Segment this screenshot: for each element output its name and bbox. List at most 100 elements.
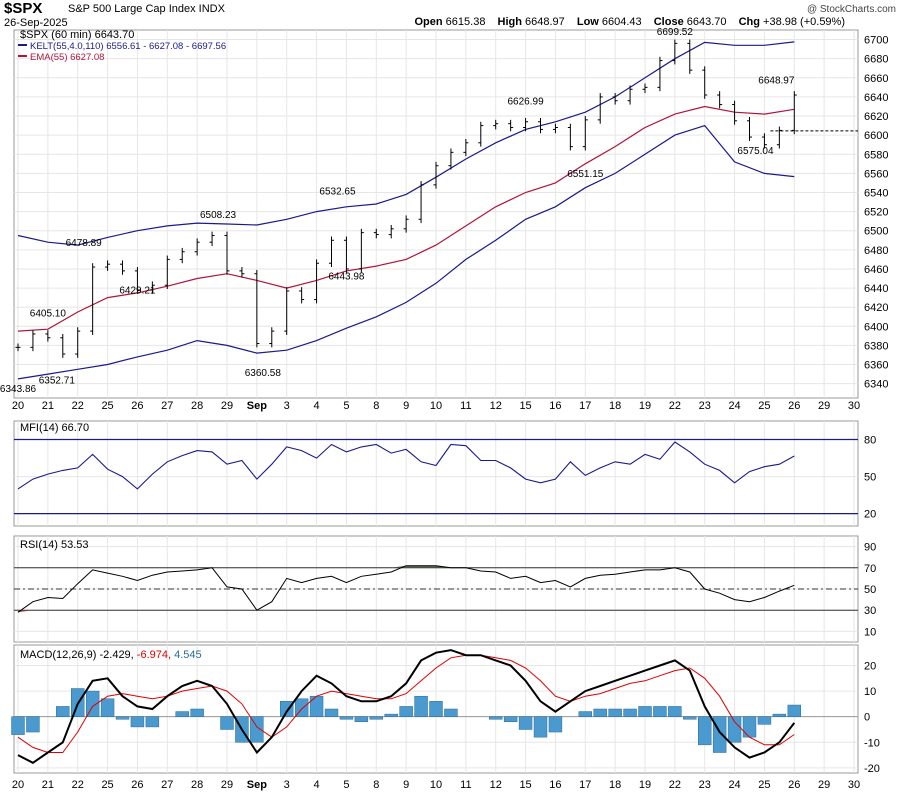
macd-histogram-bar <box>190 708 204 717</box>
macd-histogram-bar <box>518 716 533 730</box>
price-y-tick-label: 6460 <box>864 264 888 276</box>
macd-histogram-bar <box>503 716 518 723</box>
rsi-y-tick-label: 50 <box>864 584 876 596</box>
price-y-tick-label: 6480 <box>864 245 888 257</box>
x-tick-label: 20 <box>12 400 24 412</box>
x-tick-label: 23 <box>699 400 711 412</box>
price-y-tick-label: 6640 <box>864 92 888 104</box>
x-tick-label: 3 <box>284 400 290 412</box>
macd-histogram-bar <box>85 690 100 717</box>
x-tick-label: 23 <box>699 779 711 791</box>
x-tick-label: 25 <box>758 779 770 791</box>
price-y-tick-label: 6500 <box>864 226 888 238</box>
macd-histogram-bar <box>56 706 70 717</box>
high-value: 6648.97 <box>525 16 565 28</box>
macd-legend-part: MACD(12,26,9) <box>20 649 99 661</box>
price-y-tick-label: 6620 <box>864 111 888 123</box>
macd-histogram-bar <box>623 708 637 717</box>
rsi-line <box>17 565 795 613</box>
macd-histogram-bar <box>489 716 503 720</box>
macd-histogram-bar <box>787 704 801 717</box>
macd-histogram-bar <box>115 716 130 720</box>
rsi-y-tick-label: 30 <box>864 605 876 617</box>
macd-histogram-bar <box>668 706 682 717</box>
x-tick-label: 29 <box>818 779 830 791</box>
macd-line <box>17 649 796 764</box>
x-tick-label: 3 <box>284 779 290 791</box>
price-y-tick-label: 6560 <box>864 168 888 180</box>
x-tick-label: 25 <box>101 400 113 412</box>
macd-histogram-bar <box>250 716 264 743</box>
x-tick-label: 16 <box>549 779 561 791</box>
x-tick-label: 9 <box>403 779 409 791</box>
price-annotation: 6478.89 <box>66 238 103 249</box>
macd-histogram-bar <box>280 701 294 717</box>
macd-histogram-bar <box>727 716 742 743</box>
macd-histogram-bar <box>384 713 398 717</box>
kelt-legend: KELT(55,4.0,110) 6556.61 - 6627.08 - 669… <box>30 41 226 52</box>
price-annotation: 6532.65 <box>319 187 356 198</box>
rsi-y-tick-label: 10 <box>864 626 876 638</box>
x-tick-label: 15 <box>519 779 531 791</box>
macd-y-tick-label: 0 <box>864 712 870 724</box>
x-tick-label: Sep <box>247 779 267 791</box>
x-tick-label: 27 <box>161 779 173 791</box>
x-tick-label: 29 <box>221 400 233 412</box>
macd-histogram-bar <box>100 698 115 717</box>
price-annotation: 6575.04 <box>737 146 774 157</box>
rsi-oversold-fill <box>18 610 33 613</box>
macd-y-tick-label: 20 <box>864 660 876 672</box>
x-tick-label: 22 <box>669 779 681 791</box>
mfi-y-tick-label: 50 <box>864 472 876 484</box>
macd-histogram-bar <box>175 711 189 717</box>
x-tick-label: 17 <box>579 779 591 791</box>
macd-histogram-bar <box>698 716 712 746</box>
macd-histogram-bar <box>309 695 324 717</box>
price-y-tick-label: 6380 <box>864 340 888 352</box>
macd-histogram-bar <box>712 716 727 753</box>
price-annotation: 6405.10 <box>30 308 67 319</box>
x-tick-label: 4 <box>314 400 320 412</box>
high-label: High <box>497 16 522 28</box>
price-annotation: 6508.23 <box>200 210 237 221</box>
mfi-line <box>17 441 795 490</box>
x-tick-label: 21 <box>42 400 54 412</box>
chart-symbol: $SPX <box>4 0 43 17</box>
chart-date: 26-Sep-2025 <box>4 17 68 29</box>
x-tick-label: Sep <box>247 400 267 412</box>
x-tick-label: 11 <box>460 400 471 412</box>
x-tick-label: 26 <box>131 400 143 412</box>
price-y-tick-label: 6400 <box>864 321 888 333</box>
price-y-tick-label: 6600 <box>864 130 888 142</box>
macd-y-tick-label: -20 <box>864 763 880 775</box>
price-y-tick-label: 6540 <box>864 187 888 199</box>
low-label: Low <box>576 16 599 28</box>
price-y-tick-label: 6520 <box>864 207 888 219</box>
x-tick-label: 28 <box>191 779 203 791</box>
macd-signal-line <box>17 654 795 753</box>
macd-legend-part: -2.429, <box>99 649 136 661</box>
price-annotation: 6352.71 <box>39 376 76 387</box>
x-tick-label: 21 <box>42 779 54 791</box>
macd-legend-part: 4.545 <box>174 649 202 661</box>
x-tick-label: 26 <box>788 779 800 791</box>
macd-histogram-bar <box>638 706 652 717</box>
price-y-tick-label: 6340 <box>864 379 888 391</box>
x-tick-label: 8 <box>373 779 379 791</box>
price-annotation: 6343.86 <box>0 384 37 395</box>
price-annotation: 6551.15 <box>567 169 604 180</box>
macd-histogram-bar <box>548 716 563 733</box>
price-y-tick-label: 6680 <box>864 54 888 66</box>
x-tick-label: 22 <box>669 400 681 412</box>
x-tick-label: 25 <box>758 400 770 412</box>
price-annotation: 6626.99 <box>507 96 544 107</box>
x-tick-label: 29 <box>818 400 830 412</box>
x-tick-label: 22 <box>72 779 84 791</box>
price-y-tick-label: 6700 <box>864 35 888 47</box>
price-legend: $SPX (60 min) 6643.70 <box>20 29 134 41</box>
x-tick-label: 22 <box>72 400 84 412</box>
x-tick-label: 10 <box>430 779 442 791</box>
rsi-y-tick-label: 90 <box>864 542 876 554</box>
x-tick-label: 18 <box>609 779 621 791</box>
